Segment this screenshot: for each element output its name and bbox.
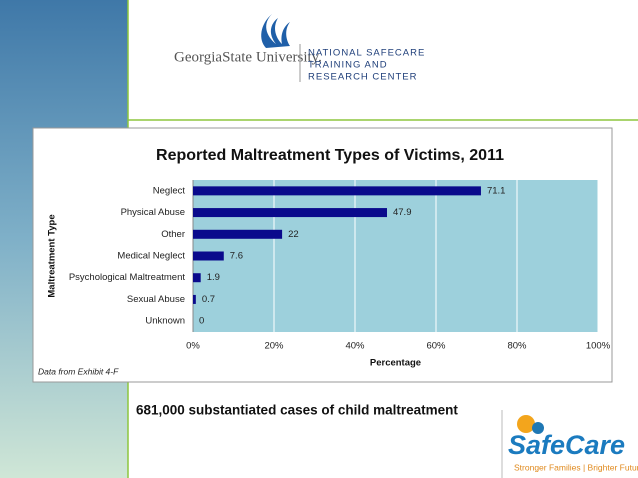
value-label: 71.1 (487, 185, 506, 196)
caption: 681,000 substantiated cases of child mal… (136, 403, 458, 418)
chart: Reported Maltreatment Types of Victims, … (38, 147, 611, 376)
chart-note: Data from Exhibit 4-F (38, 366, 119, 376)
x-tick-label: 40% (345, 341, 365, 352)
x-tick-label: 80% (507, 341, 527, 352)
brand-name: SafeCare (508, 430, 625, 460)
brand-icon (532, 422, 544, 434)
y-tick-label: Other (161, 229, 185, 240)
y-axis-label: Maltreatment Type (47, 214, 58, 297)
center-line: TRAINING AND (308, 60, 388, 71)
university-name: GeorgiaState University. (174, 49, 322, 65)
bar (193, 273, 201, 283)
x-tick-label: 20% (264, 341, 284, 352)
bar (193, 208, 387, 218)
bar (193, 251, 224, 261)
bar (193, 294, 196, 304)
y-tick-label: Sexual Abuse (127, 294, 185, 305)
y-tick-label: Physical Abuse (121, 207, 185, 218)
x-axis-label: Percentage (370, 358, 421, 369)
value-label: 1.9 (207, 272, 220, 283)
chart-title: Reported Maltreatment Types of Victims, … (156, 147, 504, 164)
x-tick-label: 0% (186, 341, 200, 352)
bar (193, 229, 283, 239)
y-tick-label: Unknown (145, 316, 185, 327)
plot-area (193, 180, 598, 332)
logo-flame (261, 14, 290, 48)
y-tick-label: Medical Neglect (117, 251, 185, 262)
bar (193, 186, 481, 196)
center-line: RESEARCH CENTER (308, 72, 418, 83)
brand-icon (517, 415, 535, 433)
value-label: 47.9 (393, 207, 412, 218)
value-label: 7.6 (230, 251, 243, 262)
y-tick-label: Psychological Maltreatment (69, 272, 186, 283)
center-line: NATIONAL SAFECARE (308, 48, 425, 59)
x-tick-label: 100% (586, 341, 611, 352)
y-tick-label: Neglect (153, 185, 186, 196)
value-label: 0 (199, 316, 204, 327)
x-tick-label: 60% (426, 341, 446, 352)
value-label: 0.7 (202, 294, 215, 305)
value-label: 22 (288, 229, 299, 240)
brand-tagline: Stronger Families | Brighter Futures (514, 462, 638, 472)
